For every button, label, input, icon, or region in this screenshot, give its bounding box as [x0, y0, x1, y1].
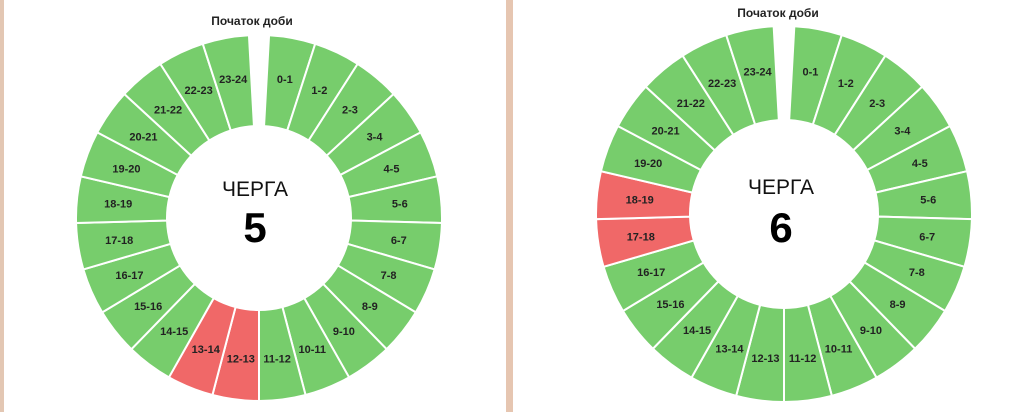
hour-label: 4-5: [384, 163, 400, 175]
queue-number: 6: [769, 204, 792, 251]
hour-label: 13-14: [715, 343, 744, 355]
hour-segments: 0-1 1-2 2-3 3-4 4-5 5-6 6-7 7-8 8-9 9-10 10-11 11-1…: [75, 34, 443, 403]
hour-label: 5-6: [920, 194, 936, 206]
hour-label: 17-18: [627, 232, 655, 244]
hour-label: 8-9: [362, 301, 378, 313]
hour-label: 4-5: [912, 158, 928, 170]
hour-label: 1-2: [311, 85, 327, 97]
hour-label: 16-17: [115, 270, 143, 282]
hour-label: 15-16: [134, 301, 162, 313]
queue-number: 5: [243, 204, 266, 251]
hour-label: 11-12: [789, 353, 817, 365]
queue-schedule-chart-2: 0-1 1-2 2-3 3-4 4-5 5-6 6-7 7-8 8-9 9-10 10-11 11-1…: [595, 6, 973, 404]
hour-label: 0-1: [277, 74, 293, 86]
hour-label: 3-4: [367, 131, 384, 143]
hour-label: 22-23: [185, 85, 213, 97]
hour-label: 5-6: [392, 199, 408, 211]
queue-chart-panel-1: 0-1 1-2 2-3 3-4 4-5 5-6 6-7 7-8 8-9 9-10 10-11 11-1…: [4, 0, 506, 412]
hour-label: 13-14: [192, 344, 221, 356]
hour-label: 11-12: [263, 353, 291, 365]
hour-label: 14-15: [160, 326, 188, 338]
panel-divider: [506, 0, 513, 412]
hour-label: 23-24: [743, 66, 772, 78]
hour-label: 20-21: [652, 125, 680, 137]
hour-label: 10-11: [825, 343, 853, 355]
hour-label: 6-7: [391, 235, 407, 247]
hour-segments: 0-1 1-2 2-3 3-4 4-5 5-6 6-7 7-8 8-9 9-10 10-11 11-1…: [595, 25, 973, 404]
hour-segment-23-24: [724, 25, 780, 126]
hour-label: 21-22: [677, 98, 705, 110]
hour-label: 19-20: [112, 163, 140, 175]
hour-label: 15-16: [656, 299, 684, 311]
hour-label: 2-3: [869, 98, 885, 110]
day-start-label: Початок доби: [737, 6, 818, 20]
hour-label: 10-11: [298, 344, 326, 356]
hour-label: 3-4: [894, 125, 911, 137]
hour-label: 8-9: [890, 299, 906, 311]
hour-label: 2-3: [342, 105, 358, 117]
hour-label: 23-24: [219, 74, 248, 86]
hour-label: 22-23: [708, 78, 736, 90]
queue-schedule-chart-1: 0-1 1-2 2-3 3-4 4-5 5-6 6-7 7-8 8-9 9-10 10-11 11-1…: [75, 14, 443, 403]
hour-label: 14-15: [683, 325, 711, 337]
hour-label: 19-20: [634, 158, 662, 170]
hour-label: 1-2: [838, 78, 854, 90]
queue-title: ЧЕРГА: [748, 176, 814, 199]
hour-label: 21-22: [154, 105, 182, 117]
hour-segment-23-24: [201, 34, 255, 132]
hour-label: 0-1: [803, 66, 819, 78]
queue-title: ЧЕРГА: [222, 178, 288, 201]
hour-label: 12-13: [751, 353, 779, 365]
hour-label: 18-19: [104, 199, 132, 211]
hour-label: 9-10: [333, 326, 355, 338]
hour-label: 12-13: [227, 353, 255, 365]
day-start-label: Початок доби: [211, 14, 292, 28]
hour-label: 9-10: [860, 325, 882, 337]
hour-label: 6-7: [919, 232, 935, 244]
hour-label: 20-21: [129, 131, 157, 143]
hour-label: 16-17: [637, 267, 665, 279]
left-border: [0, 0, 4, 412]
hour-label: 18-19: [626, 194, 654, 206]
queue-chart-panel-2: 0-1 1-2 2-3 3-4 4-5 5-6 6-7 7-8 8-9 9-10 10-11 11-1…: [513, 0, 1016, 412]
hour-label: 7-8: [909, 267, 925, 279]
hour-label: 7-8: [381, 270, 397, 282]
hour-label: 17-18: [105, 235, 133, 247]
